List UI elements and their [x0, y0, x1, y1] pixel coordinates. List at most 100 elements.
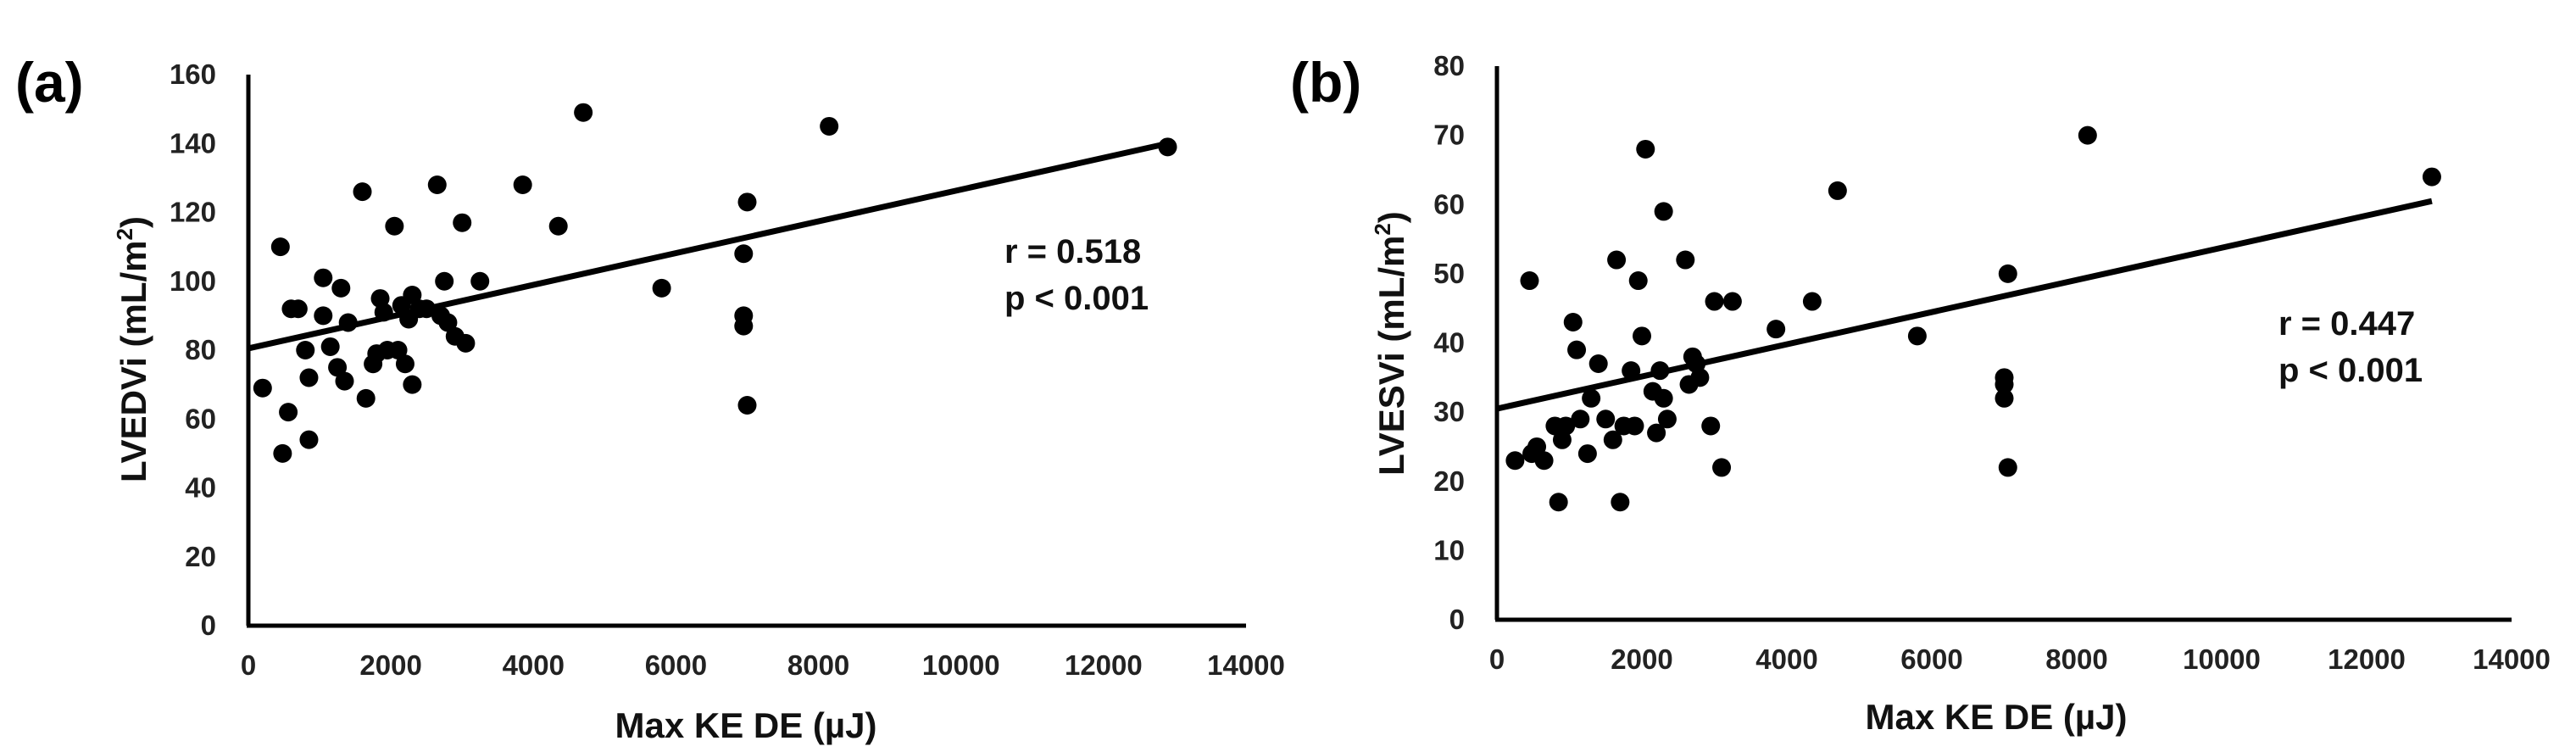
data-point	[253, 378, 272, 398]
y-tick-label: 30	[1433, 396, 1465, 427]
y-tick-label: 10	[1433, 534, 1465, 565]
y-axis-title-close: )	[1371, 211, 1411, 223]
chart-panel-b: (b) 0 10 20 30 40 50 60 70 80 0 2000 4000 6000 8000 10…	[1290, 50, 2551, 737]
y-axis-title: LVEDVi (mL/m2)	[112, 216, 153, 482]
data-point	[403, 375, 422, 394]
data-point	[331, 278, 351, 298]
data-point	[574, 103, 593, 122]
data-point	[1567, 340, 1587, 359]
data-point	[548, 216, 568, 236]
data-point	[288, 299, 308, 319]
y-axis-title-main: LVESVi (mL/m	[1371, 236, 1411, 476]
data-point	[1766, 320, 1786, 339]
x-tick-label: 10000	[922, 649, 1000, 681]
data-point	[388, 341, 408, 359]
data-point	[438, 313, 458, 332]
data-point	[1647, 423, 1666, 443]
data-point	[2078, 125, 2097, 145]
panel-label-b: (b)	[1290, 51, 1361, 114]
data-point	[820, 116, 839, 136]
data-point	[1611, 493, 1630, 512]
data-point	[314, 268, 333, 287]
data-point	[1596, 409, 1616, 429]
chart-panel-a: (a) 0 20 40 60 80 100 120 140 160 0 2000 4000 6000 80…	[15, 51, 1285, 745]
y-tick-label: 60	[185, 403, 216, 434]
data-point	[2422, 167, 2441, 187]
x-tick-label: 0	[241, 649, 256, 681]
data-point	[1505, 451, 1525, 471]
x-tick-label: 14000	[1207, 649, 1285, 681]
data-point	[470, 271, 490, 291]
y-axis-title-sup: 2	[112, 228, 137, 240]
data-point	[328, 358, 348, 377]
y-tick-label: 0	[201, 610, 216, 641]
data-point	[1582, 388, 1601, 408]
stat-r: r = 0.518	[1004, 233, 1141, 270]
data-point	[734, 316, 754, 336]
data-point	[1563, 313, 1583, 332]
x-tick-label: 14000	[2473, 643, 2551, 675]
data-point	[385, 216, 404, 236]
data-point	[1802, 292, 1822, 311]
data-point	[1998, 264, 2017, 283]
y-tick-label: 60	[1433, 188, 1465, 220]
data-point	[296, 341, 315, 359]
y-tick-label: 0	[1449, 604, 1465, 635]
stat-p: p < 0.001	[1004, 280, 1149, 317]
trend-line	[248, 140, 1169, 352]
x-tick-label: 8000	[787, 649, 849, 681]
y-tick-label: 140	[170, 127, 216, 159]
data-point	[1654, 388, 1673, 408]
data-point	[1998, 458, 2017, 477]
trend-line	[1496, 198, 2433, 412]
data-point	[1676, 250, 1695, 270]
y-axis-title-close: )	[114, 216, 153, 228]
data-point	[1520, 271, 1539, 291]
x-tick-label: 0	[1489, 643, 1505, 675]
data-point	[513, 175, 532, 194]
data-point	[1995, 388, 2014, 408]
y-tick-label: 50	[1433, 258, 1465, 289]
x-tick-label: 12000	[2328, 643, 2406, 675]
data-point	[652, 278, 671, 298]
x-axis-title: Max KE DE (µJ)	[615, 705, 877, 745]
data-point	[1654, 202, 1673, 221]
data-point	[299, 368, 319, 387]
data-point	[435, 271, 454, 291]
data-point	[1577, 444, 1597, 464]
data-point	[1534, 451, 1554, 471]
y-tick-label: 40	[1433, 327, 1465, 359]
data-points	[253, 103, 1177, 463]
data-point	[270, 237, 290, 257]
x-tick-label: 4000	[503, 649, 565, 681]
tick-labels: 0 10 20 30 40 50 60 70 80 0 2000 4000 6000 8000 10000 1…	[1433, 50, 2551, 675]
data-point	[1828, 181, 1847, 200]
x-tick-label: 12000	[1065, 649, 1143, 681]
data-point	[314, 306, 333, 326]
data-point	[320, 337, 340, 356]
y-tick-label: 120	[170, 197, 216, 228]
data-point	[1607, 250, 1627, 270]
data-point	[335, 371, 354, 391]
data-point	[427, 175, 447, 194]
data-point	[1690, 368, 1710, 387]
stat-p: p < 0.001	[2278, 352, 2423, 389]
y-tick-label: 40	[185, 472, 216, 504]
stat-r: r = 0.447	[2278, 305, 2415, 343]
data-point	[299, 430, 319, 449]
data-point	[279, 403, 298, 422]
data-point	[1556, 416, 1576, 436]
data-point	[1995, 375, 2014, 394]
data-point	[1657, 409, 1677, 429]
data-point	[353, 182, 372, 202]
x-tick-label: 2000	[1611, 643, 1672, 675]
data-point	[1603, 430, 1622, 449]
data-point	[1633, 326, 1651, 346]
data-point	[734, 244, 754, 264]
data-point	[1636, 139, 1655, 159]
y-tick-label: 80	[185, 334, 216, 365]
x-tick-label: 4000	[1755, 643, 1817, 675]
panel-label-a: (a)	[15, 51, 84, 114]
data-point	[403, 286, 422, 304]
